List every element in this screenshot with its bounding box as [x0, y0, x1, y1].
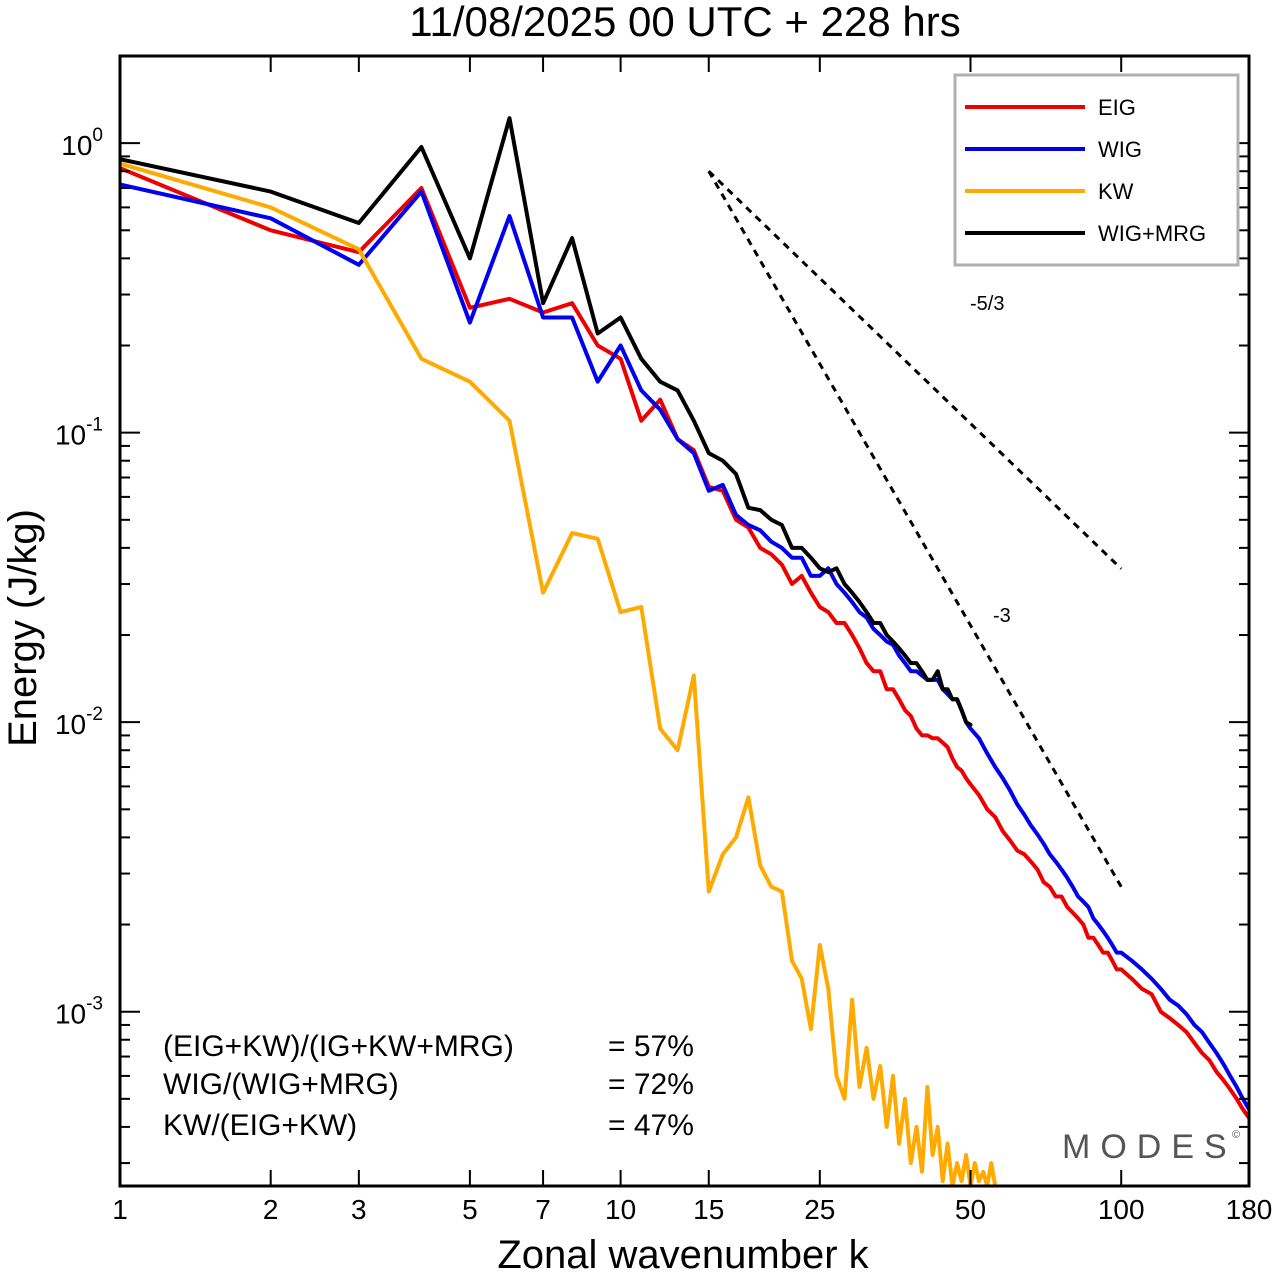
y-tick-exponent: -2: [86, 704, 103, 725]
ratio-value-kw: = 47%: [608, 1109, 694, 1142]
legend-label-wig-mrg: WIG+MRG: [1098, 221, 1206, 246]
legend-label-eig: EIG: [1098, 95, 1136, 120]
y-tick-label: 10-2: [55, 704, 103, 740]
x-tick-label: 10: [605, 1194, 636, 1225]
x-axis-label: Zonal wavenumber k: [497, 1233, 869, 1277]
series-layer: [120, 116, 1249, 1186]
copyright-mark: ©: [1232, 1129, 1240, 1141]
x-tick-label: 1: [112, 1194, 128, 1225]
y-tick-base: 10: [61, 130, 92, 161]
x-tick-label: 15: [693, 1194, 724, 1225]
modes-brand-logo: MODES: [1062, 1128, 1237, 1166]
ratio-annotations: (EIG+KW)/(IG+KW+MRG) = 57% WIG/(WIG+MRG)…: [163, 1030, 694, 1142]
reference-line-slope-5-3: [707, 170, 1123, 570]
series-line-wig-mrg: [120, 116, 973, 727]
y-tick-label: 10-3: [55, 994, 103, 1030]
ratio-label-eig-kw: (EIG+KW)/(IG+KW+MRG): [163, 1030, 514, 1063]
y-tick-exponent: -3: [86, 994, 103, 1015]
x-tick-label: 180: [1226, 1194, 1273, 1225]
plot-frame: [118, 54, 1251, 1188]
y-tick-base: 10: [55, 709, 86, 740]
x-tick-label: 100: [1098, 1194, 1145, 1225]
x-tick-labels: 1 2 3 5 7 10 15 25 50 100 180: [112, 1194, 1272, 1225]
x-tick-label: 25: [804, 1194, 835, 1225]
axis-ticks: [119, 55, 1250, 1186]
ratio-value-wig: = 72%: [608, 1068, 694, 1101]
y-tick-label: 100: [61, 125, 103, 161]
x-tick-label: 5: [462, 1194, 478, 1225]
series-line-kw: [120, 161, 998, 1186]
slope-label-five-thirds: -5/3: [970, 293, 1004, 315]
y-tick-base: 10: [55, 420, 86, 451]
ratio-value-eig-kw: = 57%: [608, 1030, 694, 1063]
slope-label-three: -3: [993, 605, 1011, 627]
chart-title: 11/08/2025 00 UTC + 228 hrs: [409, 0, 960, 45]
legend-label-kw: KW: [1098, 179, 1134, 204]
y-tick-base: 10: [55, 999, 86, 1030]
legend-label-wig: WIG: [1098, 137, 1142, 162]
series-line-eig: [120, 166, 1249, 1120]
y-tick-exponent: 0: [92, 125, 103, 146]
y-tick-exponent: -1: [86, 415, 103, 436]
x-tick-label: 50: [955, 1194, 986, 1225]
y-tick-label: 10-1: [55, 415, 103, 451]
ratio-label-wig: WIG/(WIG+MRG): [163, 1068, 399, 1101]
ratio-label-kw: KW/(EIG+KW): [163, 1109, 357, 1142]
y-axis-label: Energy (J/kg): [1, 509, 45, 747]
reference-lines-layer: [707, 170, 1123, 888]
x-tick-label: 2: [263, 1194, 279, 1225]
slope-labels: -5/3 -3: [970, 293, 1011, 627]
x-tick-label: 7: [535, 1194, 551, 1225]
x-tick-label: 3: [351, 1194, 367, 1225]
legend: EIG WIG KW WIG+MRG: [953, 73, 1240, 267]
